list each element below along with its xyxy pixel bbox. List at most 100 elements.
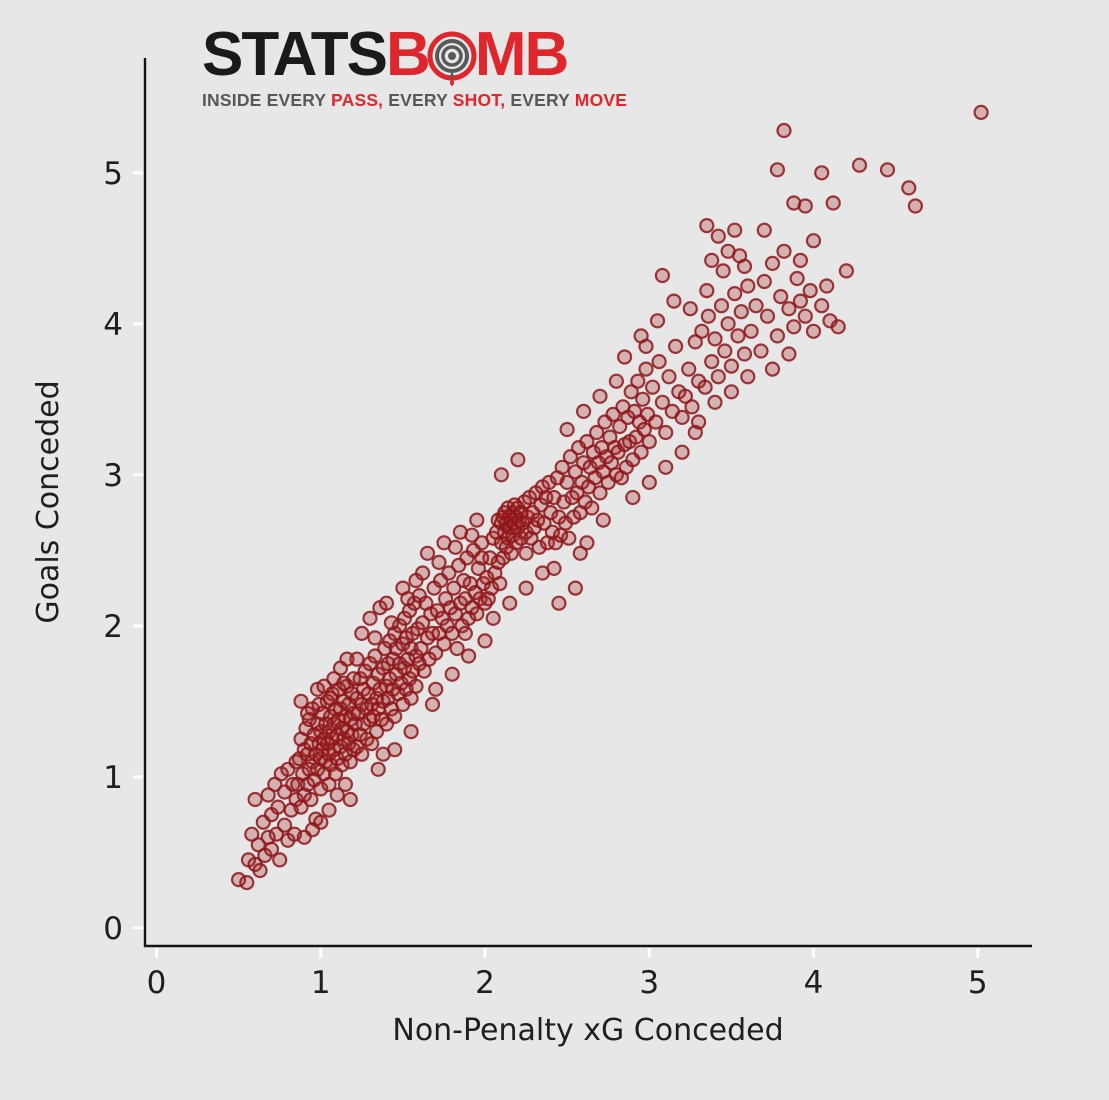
- data-point: [661, 369, 677, 385]
- data-point: [814, 165, 830, 181]
- data-point: [584, 500, 600, 516]
- data-point: [781, 301, 797, 317]
- data-point: [323, 708, 339, 725]
- data-point: [674, 444, 690, 460]
- data-point: [605, 406, 621, 422]
- data-point: [641, 474, 657, 490]
- data-point: [567, 464, 584, 480]
- data-point: [764, 361, 781, 377]
- data-point: [720, 316, 736, 332]
- data-point: [559, 421, 575, 438]
- data-point: [851, 157, 868, 173]
- data-point: [682, 301, 698, 317]
- data-point: [250, 837, 266, 853]
- data-point: [759, 308, 776, 324]
- data-point: [733, 304, 749, 320]
- data-point: [367, 630, 383, 646]
- data-point: [756, 273, 772, 290]
- data-point: [907, 198, 924, 214]
- data-point: [321, 802, 337, 818]
- data-point: [316, 678, 332, 694]
- data-point: [469, 606, 485, 622]
- data-point: [436, 636, 452, 652]
- data-point: [354, 625, 370, 642]
- data-point: [616, 349, 633, 365]
- data-point: [681, 361, 697, 377]
- data-point: [707, 331, 723, 347]
- data-point: [638, 361, 654, 377]
- data-point: [579, 434, 595, 450]
- data-point: [469, 512, 485, 528]
- y-tick-label: 0: [103, 911, 123, 947]
- data-point: [720, 243, 736, 259]
- data-point: [630, 373, 646, 389]
- tagline-part: EVERY: [505, 90, 575, 110]
- data-point: [786, 319, 802, 335]
- data-point: [434, 610, 450, 626]
- data-point: [753, 343, 769, 359]
- data-point: [300, 705, 316, 722]
- data-point: [336, 675, 352, 691]
- data-point: [674, 409, 690, 425]
- data-point: [267, 776, 283, 793]
- data-point: [792, 293, 809, 309]
- tagline-part: MOVE: [574, 90, 628, 110]
- data-point: [687, 334, 703, 350]
- data-point: [667, 338, 684, 354]
- data-point: [533, 497, 549, 513]
- data-point: [561, 530, 577, 546]
- x-tick-label: 2: [475, 965, 495, 1001]
- data-point: [773, 289, 789, 305]
- data-point: [400, 591, 416, 607]
- data-point: [419, 545, 436, 561]
- data-point: [387, 708, 403, 725]
- tagline-part: SHOT,: [452, 90, 506, 110]
- data-point: [638, 338, 654, 354]
- data-point: [354, 746, 370, 762]
- data-point: [485, 610, 501, 626]
- data-point: [546, 560, 562, 577]
- y-tick-label: 4: [103, 307, 123, 343]
- data-point: [531, 539, 547, 555]
- tagline-part: PASS,: [331, 90, 384, 110]
- data-point: [715, 263, 731, 279]
- data-point: [805, 323, 822, 339]
- data-point: [687, 424, 703, 441]
- data-point: [802, 283, 818, 299]
- x-tick-label: 3: [639, 965, 659, 1001]
- data-point: [247, 791, 263, 808]
- data-point: [805, 233, 822, 249]
- data-point: [424, 696, 441, 713]
- data-point: [367, 648, 383, 664]
- data-point: [288, 791, 304, 808]
- data-point: [392, 618, 408, 634]
- data-point: [457, 625, 473, 642]
- data-point: [740, 278, 756, 294]
- data-point: [879, 162, 896, 178]
- data-point: [740, 369, 756, 385]
- data-point: [296, 829, 312, 845]
- data-point: [830, 319, 846, 335]
- data-point: [623, 384, 639, 400]
- data-point: [697, 379, 713, 395]
- data-point: [428, 645, 444, 661]
- data-point: [699, 283, 715, 299]
- data-point: [493, 467, 509, 483]
- logo-tagline: INSIDE EVERY PASS, EVERY SHOT, EVERY MOV…: [202, 90, 632, 111]
- data-point: [477, 633, 493, 649]
- data-point: [625, 489, 641, 506]
- data-point: [464, 527, 480, 543]
- data-point: [449, 640, 465, 657]
- data-point: [649, 313, 666, 329]
- data-point: [332, 701, 349, 717]
- data-point: [592, 388, 608, 404]
- tagline-part: EVERY: [383, 90, 453, 110]
- data-point: [285, 776, 301, 793]
- data-point: [641, 434, 657, 450]
- data-point: [428, 681, 444, 697]
- data-point: [277, 817, 293, 833]
- data-point: [321, 776, 337, 793]
- y-tick-label: 1: [103, 760, 123, 796]
- data-point: [797, 308, 813, 324]
- data-point: [814, 298, 830, 314]
